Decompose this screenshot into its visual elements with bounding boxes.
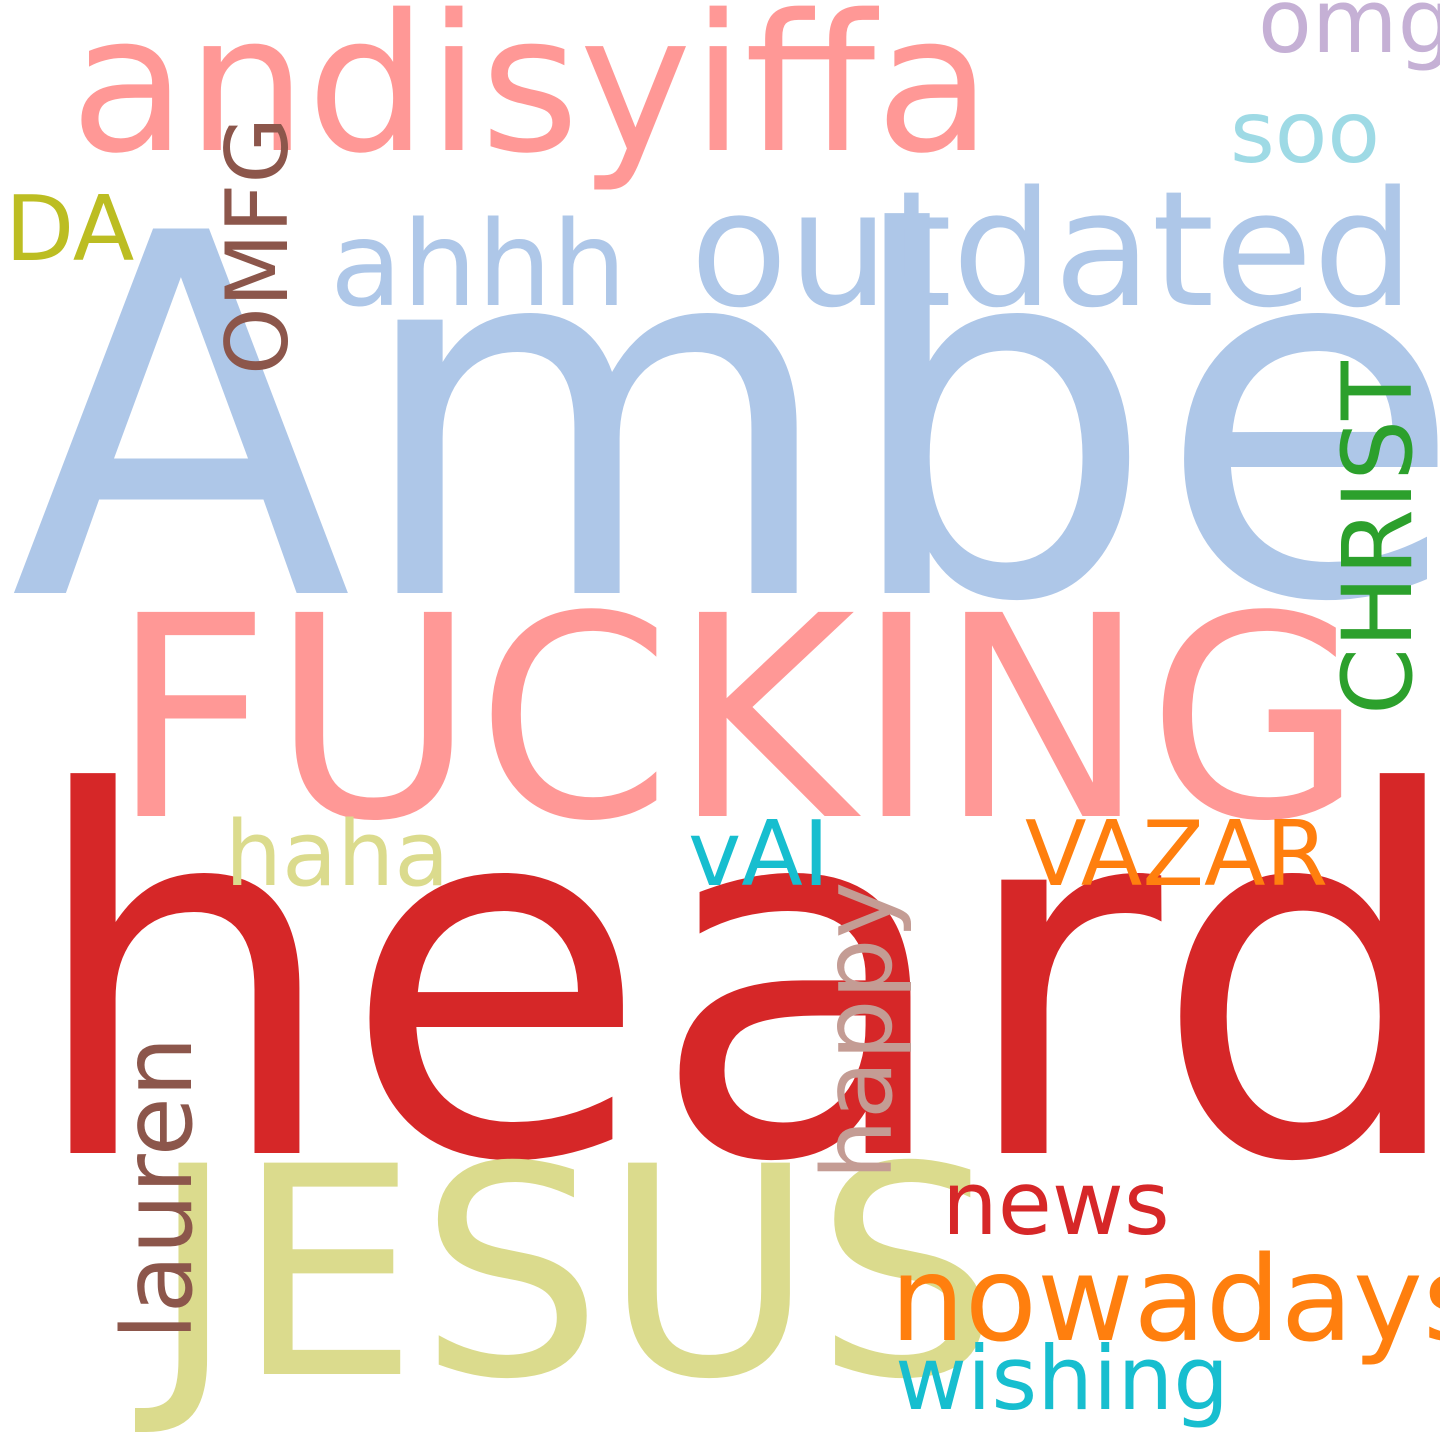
word-da: DA (5, 177, 135, 282)
word-omfg: OMFG (208, 117, 308, 375)
word-fucking: FUCKING (110, 557, 1365, 883)
word-vai: vAI (688, 802, 830, 907)
word-haha: haha (225, 802, 450, 907)
word-outdated: outdated (690, 156, 1415, 343)
word-amber: Amber (10, 129, 1440, 711)
word-wishing: wishing (895, 1327, 1230, 1430)
word-christ: CHRIST (1322, 361, 1434, 715)
word-happy: happy (802, 881, 914, 1180)
word-heard: heard (25, 689, 1440, 1271)
word-vazar: VAZAR (1025, 802, 1329, 907)
word-news: news (942, 1152, 1170, 1255)
word-soo: soo (1230, 83, 1381, 183)
word-nowadays: nowadays (890, 1230, 1440, 1368)
word-ahhh: ahhh (330, 195, 627, 333)
word-jesus: JESUS (150, 1106, 1000, 1440)
word-lauren: lauren (102, 1036, 214, 1340)
word-omg: omg (1258, 0, 1440, 73)
word-andisyiffa: andisyiffa (70, 0, 992, 195)
